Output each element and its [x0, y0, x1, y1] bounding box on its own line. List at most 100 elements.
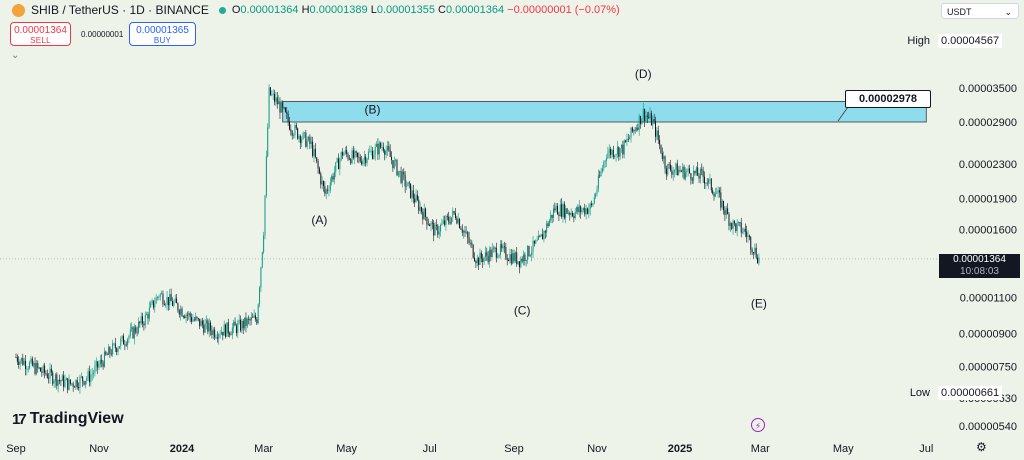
- candle-body: [431, 222, 433, 224]
- tradingview-logo[interactable]: 17 TradingView: [12, 410, 124, 428]
- candle-body: [679, 169, 681, 171]
- candle-body: [220, 331, 222, 335]
- candle-body: [386, 146, 388, 151]
- candle-body: [732, 220, 734, 229]
- candle-body: [223, 324, 225, 336]
- candle-body: [184, 316, 186, 319]
- candle-body: [171, 301, 173, 306]
- candle-body: [199, 318, 201, 327]
- candle-body: [554, 208, 556, 211]
- candle-body: [88, 371, 90, 383]
- candle-body: [265, 156, 267, 196]
- candle-body: [278, 101, 280, 105]
- candle-body: [735, 223, 737, 232]
- candle-body: [177, 303, 179, 311]
- candle-body: [37, 362, 39, 368]
- y-tick-label: 0.00000540: [959, 421, 1017, 433]
- candle-body: [687, 168, 689, 171]
- candle-body: [335, 162, 337, 172]
- candle-body: [106, 354, 108, 356]
- candle-body: [148, 307, 150, 319]
- candle-body: [254, 315, 256, 320]
- candle-body: [299, 135, 301, 143]
- candle-body: [257, 304, 259, 324]
- candle-body: [619, 148, 621, 157]
- candle-body: [363, 156, 365, 160]
- candle-body: [72, 383, 74, 387]
- zone-price-callout[interactable]: 0.00002978: [845, 90, 931, 108]
- x-tick-label: Jul: [919, 443, 933, 455]
- candle-body: [407, 182, 409, 187]
- candle-body: [646, 115, 648, 117]
- candle-body: [419, 206, 421, 211]
- sell-button[interactable]: 0.00001364 SELL: [10, 22, 71, 46]
- candle-body: [69, 379, 71, 384]
- candle-body: [484, 252, 486, 258]
- candle-body: [548, 220, 550, 227]
- candle-body: [230, 334, 232, 336]
- buy-button[interactable]: 0.00001365 BUY: [129, 22, 196, 46]
- price-change: −0.00000001 (−0.07%): [507, 4, 620, 16]
- candle-body: [229, 333, 231, 335]
- candle-body: [497, 256, 499, 258]
- candle-body: [469, 242, 471, 244]
- candle-body: [532, 240, 534, 253]
- sell-label: SELL: [30, 36, 51, 45]
- candle-body: [182, 316, 184, 317]
- candle-body: [634, 129, 636, 131]
- candle-body: [705, 182, 707, 184]
- candle-body: [218, 334, 220, 339]
- candle-body: [550, 214, 552, 221]
- candle-body: [468, 237, 470, 244]
- candle-body: [264, 195, 266, 236]
- low-value: 0.00000661: [938, 386, 1003, 400]
- candle-body: [638, 115, 640, 130]
- candle-body: [555, 205, 557, 211]
- collapse-chevron-icon[interactable]: ⌄: [11, 50, 20, 61]
- candle-body: [124, 344, 126, 346]
- candle-body: [101, 359, 103, 363]
- symbol-info[interactable]: SHIB / TetherUS · 1D · BINANCE O0.000013…: [12, 3, 620, 17]
- candle-body: [321, 181, 323, 185]
- candle-body: [612, 149, 614, 158]
- candle-body: [35, 362, 37, 374]
- candle-body: [61, 375, 63, 381]
- settings-gear-icon[interactable]: ⚙: [976, 440, 987, 454]
- candle-body: [523, 254, 525, 262]
- candle-body: [601, 168, 603, 171]
- candle-body: [308, 136, 310, 141]
- lightning-icon[interactable]: ⚡: [751, 418, 765, 432]
- candle-body: [472, 244, 474, 258]
- candle-body: [41, 371, 43, 373]
- y-tick-label: 0.00002900: [959, 117, 1017, 129]
- candle-body: [588, 209, 590, 214]
- candle-body: [528, 246, 530, 257]
- candle-body: [201, 320, 203, 325]
- candle-body: [186, 314, 188, 316]
- candle-body: [94, 365, 96, 373]
- candle-body: [369, 151, 371, 153]
- currency-select[interactable]: USDT ⌄: [941, 3, 1019, 19]
- candle-body: [274, 93, 276, 102]
- candle-body: [650, 113, 652, 126]
- candle-body: [434, 225, 436, 236]
- candle-body: [652, 119, 654, 126]
- candle-body: [675, 163, 677, 170]
- candle-body: [422, 211, 424, 220]
- candle-body: [676, 163, 678, 176]
- candle-body: [693, 170, 695, 181]
- candle-body: [486, 252, 488, 256]
- candle-body: [660, 144, 662, 153]
- candle-body: [280, 102, 282, 113]
- candle-body: [565, 208, 567, 218]
- candle-body: [725, 208, 727, 215]
- x-tick-label: 2024: [170, 443, 195, 455]
- candle-body: [102, 362, 104, 367]
- candle-body: [112, 343, 114, 355]
- candle-body: [606, 158, 608, 161]
- candle-body: [305, 132, 307, 147]
- candle-body: [293, 135, 295, 136]
- candle-body: [377, 143, 379, 155]
- candle-body: [404, 174, 406, 187]
